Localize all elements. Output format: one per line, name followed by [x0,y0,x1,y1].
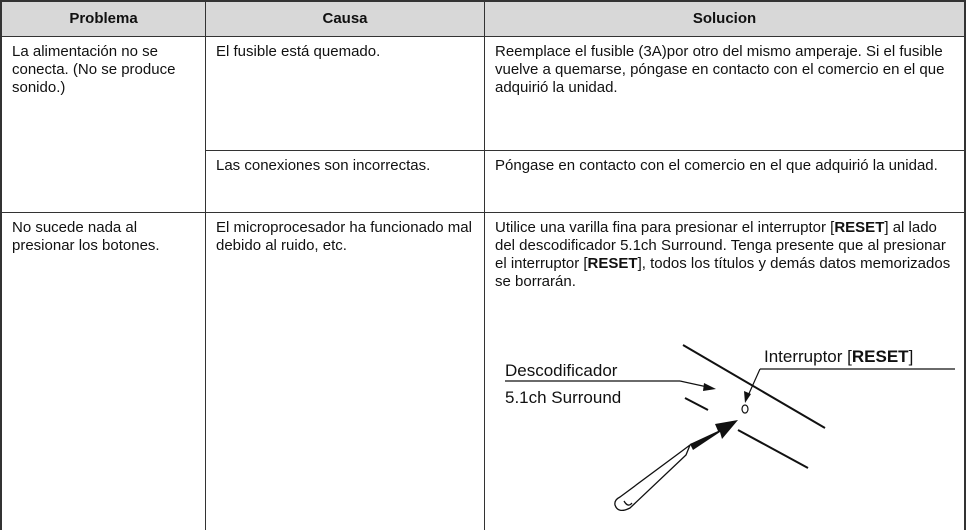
panel-edge [682,344,826,429]
problem-cell: La alimentación no se conecta. (No se pr… [0,36,206,213]
header-cell: Solucion [484,0,966,37]
text: ] al lado del descodificador 5.1ch Surro… [495,219,946,272]
arrowhead [744,391,751,403]
label: Descodificador [505,361,618,380]
bold-text: RESET [834,219,885,236]
panel-edge [684,397,709,411]
solution-cell: Utilice una varilla fina para presionar … [484,212,966,530]
arrowhead [703,383,716,391]
pen [614,443,692,512]
header-cell: Problema [0,0,206,37]
label: Interruptor [RESET] [764,347,913,366]
reset-hole [741,404,749,414]
label: 5.1ch Surround [505,388,621,407]
text: ], todos los títulos y demás datos memor… [495,255,951,290]
leader-line [746,368,761,399]
panel-edge [737,429,809,469]
cause-cell: El microprocesador ha funcionado mal deb… [205,212,485,530]
label-bold: RESET [852,347,909,366]
label-text: ] [909,347,914,366]
solution-cell: Reemplace el fusible (3A)por otro del mi… [484,36,966,151]
label-text: Interruptor [ [764,347,852,366]
text: Utilice una varilla fina para presionar … [495,219,835,236]
push-arrow [690,420,738,450]
bold-text: RESET [587,255,638,272]
